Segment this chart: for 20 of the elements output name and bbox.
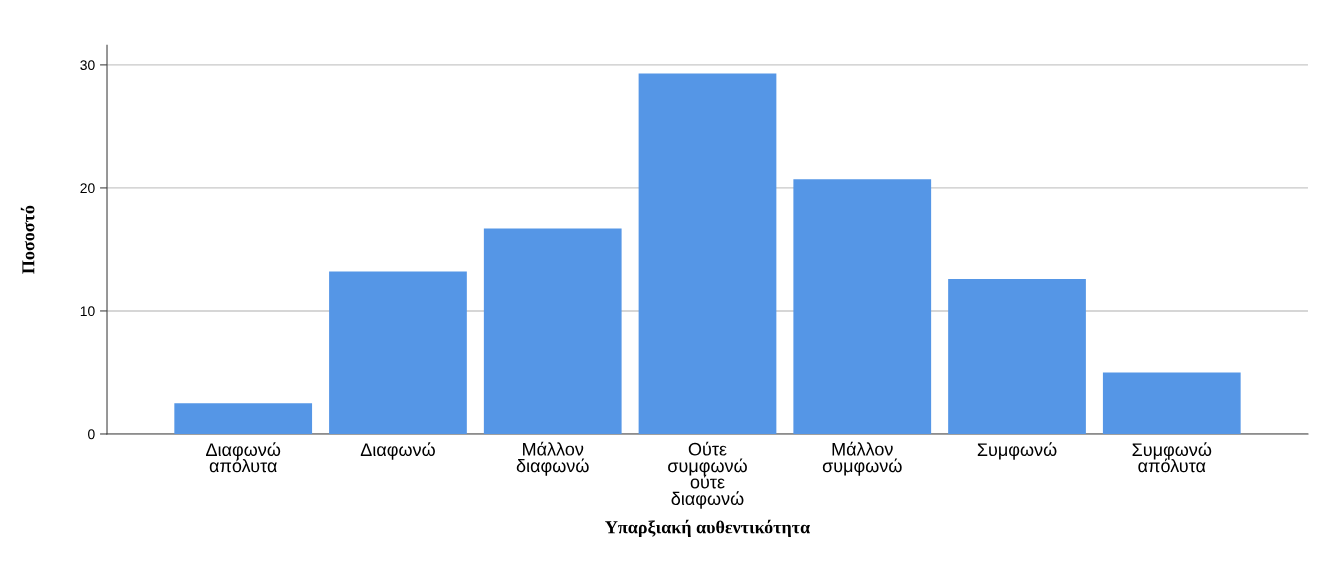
bar <box>483 228 622 434</box>
bar <box>329 271 467 434</box>
x-tick-label: Διαφωνώ απόλυτα <box>206 442 281 473</box>
x-axis-title: Υπαρξιακή αυθεντικότητα <box>605 519 810 538</box>
y-tick-label: 0 <box>88 429 95 440</box>
bar <box>1102 372 1241 434</box>
bar <box>793 179 932 434</box>
bar <box>174 403 313 434</box>
y-axis-title: Ποσοστό <box>20 205 35 274</box>
y-tick-label: 20 <box>80 183 95 194</box>
x-tick-label: Συμφωνώ <box>977 442 1057 460</box>
x-tick-label: Συμφωνώ απόλυτα <box>1132 442 1212 473</box>
x-tick-label: Μάλλον συμφωνώ <box>822 441 902 476</box>
y-tick-label: 10 <box>80 306 95 317</box>
bar <box>638 73 777 434</box>
x-tick-label: Ούτε συμφωνώ ούτε διαφωνώ <box>668 441 747 509</box>
x-tick-label: Μάλλον διαφωνώ <box>516 441 589 476</box>
bar <box>948 278 1086 434</box>
x-tick-label: Διαφωνώ <box>360 442 435 460</box>
y-tick-label: 30 <box>80 60 95 71</box>
